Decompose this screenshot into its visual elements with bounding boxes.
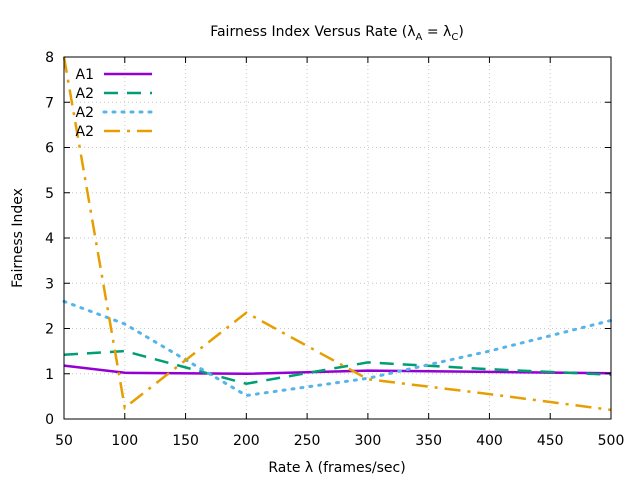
x-tick-label: 400 xyxy=(476,433,503,449)
series-lines xyxy=(62,56,613,412)
series-line-3 xyxy=(62,299,613,398)
x-tick-label: 50 xyxy=(55,433,73,449)
y-tick-label: 6 xyxy=(45,141,54,157)
chart-title-sub-a: A xyxy=(416,32,423,43)
x-tick-label: 500 xyxy=(598,433,625,449)
chart-title-equals: = xyxy=(422,24,443,40)
series-line-1 xyxy=(63,364,612,376)
y-tick-label: 2 xyxy=(45,322,54,338)
legend-label-3: A2 xyxy=(76,105,94,121)
legend-label-2: A2 xyxy=(76,86,94,102)
x-tick-label: 450 xyxy=(537,433,564,449)
y-tick-label: 3 xyxy=(45,276,54,292)
axis-ticks: 50 100 150 200 250 300 350 400 450 500 0 1 2 3 4 5 6 7 8 xyxy=(45,50,624,449)
x-tick-label: 300 xyxy=(355,433,382,449)
chart-title-lambda-a: λ xyxy=(407,24,415,40)
x-tick-label: 150 xyxy=(172,433,199,449)
series-line-2 xyxy=(63,349,612,385)
legend-label-1: A1 xyxy=(76,67,94,83)
legend-label-4: A2 xyxy=(76,124,94,140)
x-tick-label: 350 xyxy=(415,433,442,449)
y-tick-label: 0 xyxy=(45,412,54,428)
y-tick-label: 7 xyxy=(45,95,54,111)
y-tick-label: 5 xyxy=(45,186,54,202)
y-tick-label: 1 xyxy=(45,367,54,383)
x-axis-label: Rate λ (frames/sec) xyxy=(268,460,405,476)
x-tick-label: 200 xyxy=(233,433,260,449)
legend: A1 A2 A2 A2 xyxy=(76,67,154,140)
x-tick-label: 100 xyxy=(111,433,138,449)
y-tick-label: 4 xyxy=(45,231,54,247)
grid xyxy=(63,56,612,420)
y-tick-label: 8 xyxy=(45,50,54,66)
chart-title-main: Fairness Index Versus Rate ( xyxy=(210,24,407,40)
chart-title-lambda-c: λ xyxy=(443,24,451,40)
chart-title: Fairness Index Versus Rate (λA = λC) xyxy=(210,24,464,43)
y-axis-label: Fairness Index xyxy=(10,188,26,288)
chart-title-close: ) xyxy=(458,24,463,40)
x-tick-label: 250 xyxy=(294,433,321,449)
chart-title-sub-c: C xyxy=(451,32,458,43)
